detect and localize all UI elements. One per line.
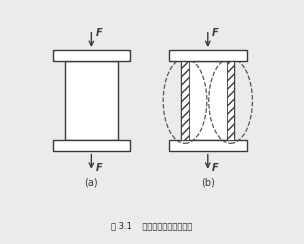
Bar (65, 61, 118, 140)
Text: 图 3.1    柱式传感器的弹性元件: 图 3.1 柱式传感器的弹性元件 (111, 222, 193, 231)
Bar (169, 140, 247, 151)
Bar (53, 140, 130, 151)
Text: F: F (96, 163, 102, 173)
Bar (53, 51, 130, 61)
Text: F: F (212, 163, 219, 173)
Text: F: F (212, 29, 219, 39)
Bar (181, 61, 234, 140)
Text: (b): (b) (201, 178, 215, 188)
Bar (181, 61, 189, 140)
Text: F: F (96, 29, 102, 39)
Bar (169, 51, 247, 61)
Text: (a): (a) (85, 178, 98, 188)
Bar (227, 61, 234, 140)
